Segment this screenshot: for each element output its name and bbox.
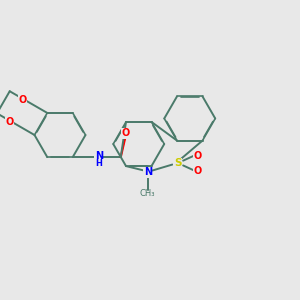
Text: CH₃: CH₃ <box>140 189 155 198</box>
Text: O: O <box>5 117 14 127</box>
Text: N: N <box>144 167 152 177</box>
Text: O: O <box>18 95 26 105</box>
Text: S: S <box>174 158 182 168</box>
Text: O: O <box>194 151 202 160</box>
Text: O: O <box>121 128 129 138</box>
Text: N: N <box>95 151 103 160</box>
Text: O: O <box>194 166 202 176</box>
Text: H: H <box>95 159 102 168</box>
